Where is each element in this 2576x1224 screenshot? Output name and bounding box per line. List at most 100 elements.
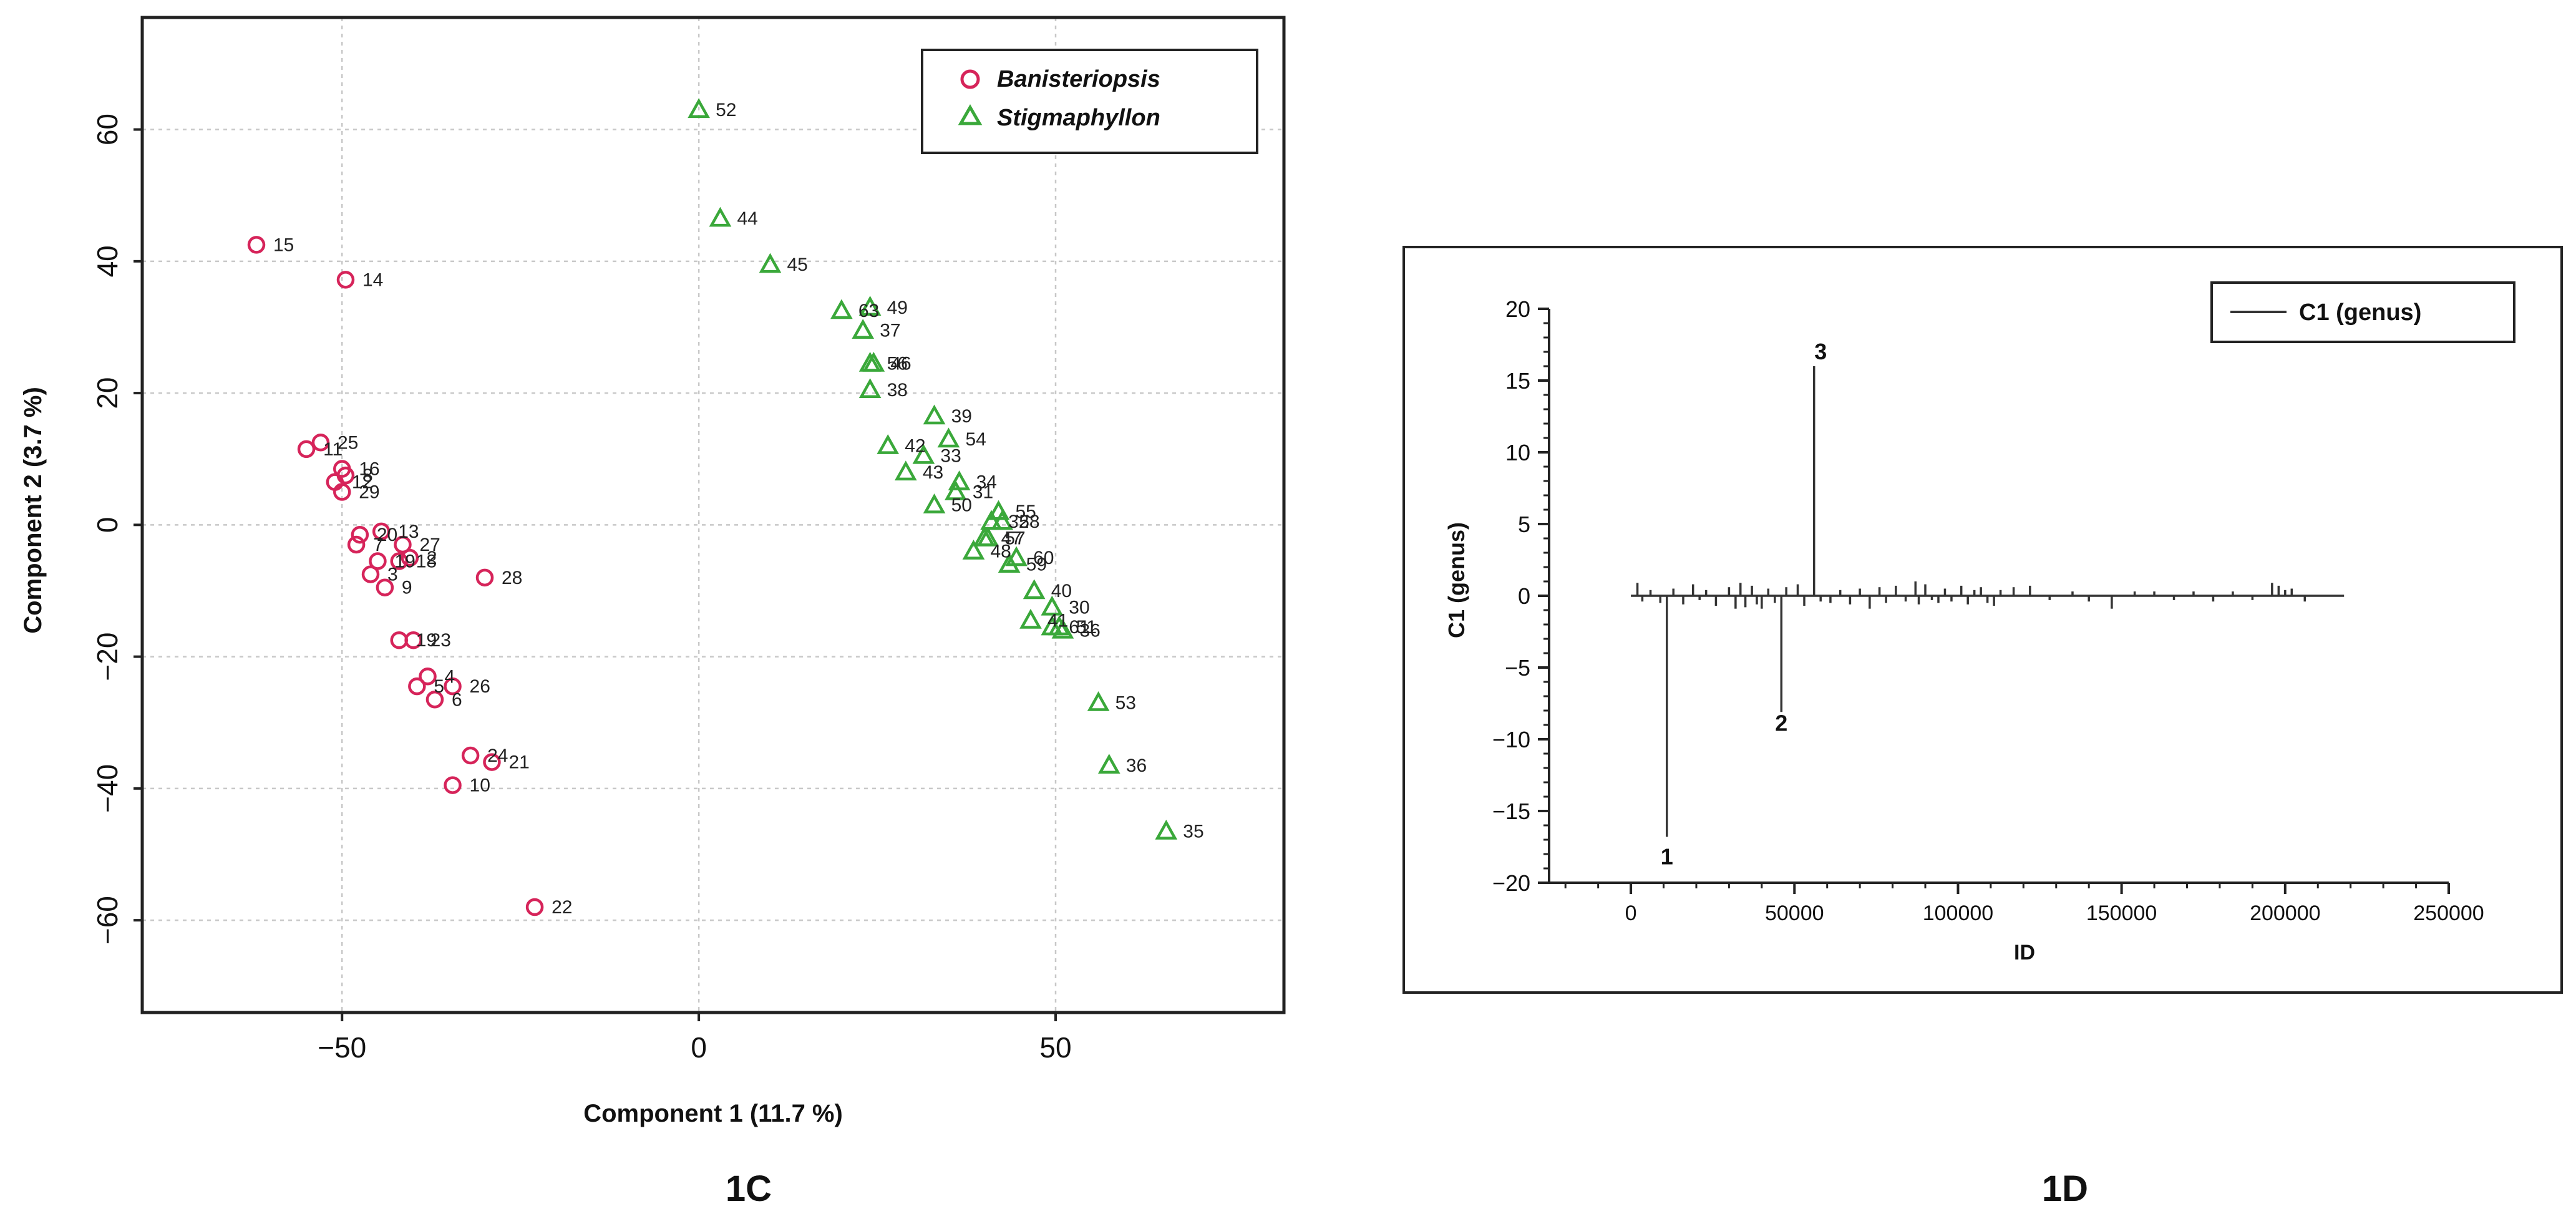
point-label: 54 bbox=[965, 429, 986, 450]
point-label: 48 bbox=[990, 542, 1011, 562]
stem-x-tick-label: 0 bbox=[1625, 901, 1637, 925]
stigmaphyllon-point bbox=[1155, 819, 1178, 840]
point-label: 13 bbox=[398, 522, 419, 542]
point-label: 19 bbox=[394, 551, 415, 571]
legend-label-c1-genus: C1 (genus) bbox=[2299, 299, 2421, 326]
point-label: 14 bbox=[362, 270, 383, 290]
stigmaphyllon-point bbox=[877, 434, 900, 454]
point-label: 31 bbox=[973, 482, 993, 503]
stigmaphyllon-point bbox=[759, 253, 782, 273]
stigmaphyllon-point bbox=[937, 427, 960, 448]
scatter-legend: Banisteriopsis Stigmaphyllon bbox=[921, 49, 1258, 154]
banisteriopsis-point bbox=[333, 483, 351, 501]
scatter-y-tick-label: −60 bbox=[91, 896, 124, 945]
banisteriopsis-point bbox=[483, 753, 501, 771]
scatter-x-axis-label: Component 1 (11.7 %) bbox=[583, 1100, 843, 1127]
scatter-plot-frame bbox=[140, 16, 1286, 1014]
banisteriopsis-point bbox=[372, 522, 391, 541]
banisteriopsis-point bbox=[247, 236, 266, 254]
banisteriopsis-point bbox=[408, 677, 426, 696]
stigmaphyllon-point bbox=[858, 296, 882, 316]
banisteriopsis-point bbox=[425, 691, 444, 709]
scatter-x-tick-label: 50 bbox=[1039, 1031, 1071, 1064]
stigmaphyllon-point bbox=[852, 319, 875, 339]
point-label: 36 bbox=[1126, 755, 1147, 776]
point-label: 7 bbox=[373, 535, 384, 555]
stem-annotation-label: 2 bbox=[1775, 711, 1787, 736]
stigmaphyllon-point bbox=[858, 378, 882, 399]
point-label: 63 bbox=[858, 301, 879, 321]
point-label: 59 bbox=[1026, 555, 1047, 575]
stem-x-tick-label: 150000 bbox=[2086, 901, 2157, 925]
point-label: 58 bbox=[1019, 512, 1039, 532]
banisteriopsis-point bbox=[390, 631, 408, 649]
stigmaphyllon-point bbox=[1047, 615, 1071, 636]
point-label: 33 bbox=[940, 445, 961, 466]
stem-x-tick-label: 50000 bbox=[1765, 901, 1824, 925]
stem-annotation-label: 3 bbox=[1814, 339, 1827, 364]
stem-y-tick-label: −15 bbox=[1492, 799, 1530, 824]
point-label: 57 bbox=[1004, 528, 1025, 548]
stigmaphyllon-point bbox=[688, 98, 710, 119]
point-label: 35 bbox=[1183, 822, 1203, 842]
scatter-legend-box bbox=[921, 49, 1258, 154]
stigmaphyllon-point bbox=[1041, 595, 1064, 616]
point-label: 8 bbox=[362, 465, 373, 486]
point-label: 25 bbox=[338, 432, 358, 453]
banisteriopsis-point bbox=[444, 776, 462, 794]
point-label: 46 bbox=[890, 354, 911, 374]
point-label: 47 bbox=[1001, 528, 1022, 548]
stigmaphyllon-point bbox=[945, 480, 967, 500]
legend-label-stigmaphyllon: Stigmaphyllon bbox=[997, 105, 1160, 131]
scatter-x-tick-label: 0 bbox=[691, 1031, 707, 1064]
stigmaphyllon-point bbox=[962, 539, 985, 560]
point-label: 51 bbox=[1076, 617, 1097, 638]
point-label: 6 bbox=[452, 689, 462, 710]
point-label: 19 bbox=[416, 630, 437, 651]
stigmaphyllon-point bbox=[1097, 754, 1120, 774]
scatter-y-ticks: −60 −40 −20 0 20 40 60 bbox=[91, 114, 142, 945]
stem-series bbox=[1631, 366, 2345, 837]
point-label: 37 bbox=[880, 321, 900, 341]
point-label: 10 bbox=[470, 775, 490, 796]
stigmaphyllon-point bbox=[1019, 608, 1042, 629]
stigmaphyllon-point bbox=[709, 206, 732, 227]
point-label: 22 bbox=[552, 897, 572, 918]
stigmaphyllon-point bbox=[912, 444, 935, 464]
stigmaphyllon-point bbox=[894, 460, 917, 481]
stem-y-tick-label: 5 bbox=[1518, 512, 1530, 537]
stem-y-tick-label: 20 bbox=[1505, 296, 1530, 322]
banisteriopsis-point bbox=[336, 271, 355, 289]
banisteriopsis-point bbox=[361, 565, 380, 583]
panel-label-1d: 1D bbox=[2042, 1168, 2088, 1209]
banisteriopsis-point bbox=[297, 440, 316, 459]
scatter-y-axis-label: Component 2 (3.7 %) bbox=[19, 387, 47, 634]
scatter-y-tick-label: −40 bbox=[91, 764, 124, 813]
stem-x-tick-label: 100000 bbox=[1923, 901, 1993, 925]
point-label: 2 bbox=[427, 548, 437, 568]
scatter-points bbox=[247, 98, 1178, 916]
point-label: 27 bbox=[419, 535, 440, 555]
stigmaphyllon-point bbox=[830, 299, 853, 319]
point-label: 34 bbox=[976, 472, 997, 493]
stem-y-tick-label: −20 bbox=[1492, 870, 1530, 896]
stigmaphyllon-point bbox=[1005, 546, 1028, 566]
stem-y-tick-label: −10 bbox=[1492, 727, 1530, 752]
point-label: 41 bbox=[1047, 611, 1068, 631]
stigmaphyllon-point bbox=[980, 510, 1003, 530]
stem-x-axis-label: ID bbox=[2014, 941, 2035, 964]
banisteriopsis-point bbox=[351, 525, 369, 544]
stem-panel-1d: 0 50000 100000 150000 200000 250000 −20 −15 −10… bbox=[1402, 246, 2563, 1209]
banisteriopsis-point bbox=[444, 677, 462, 696]
point-label: 20 bbox=[377, 525, 397, 545]
stigmaphyllon-point bbox=[923, 404, 946, 425]
banisteriopsis-point bbox=[394, 535, 412, 554]
point-label: 44 bbox=[737, 208, 757, 229]
point-label: 23 bbox=[430, 630, 451, 651]
point-label: 4 bbox=[445, 666, 455, 687]
point-label: 18 bbox=[416, 551, 437, 571]
point-label: 56 bbox=[887, 354, 908, 374]
